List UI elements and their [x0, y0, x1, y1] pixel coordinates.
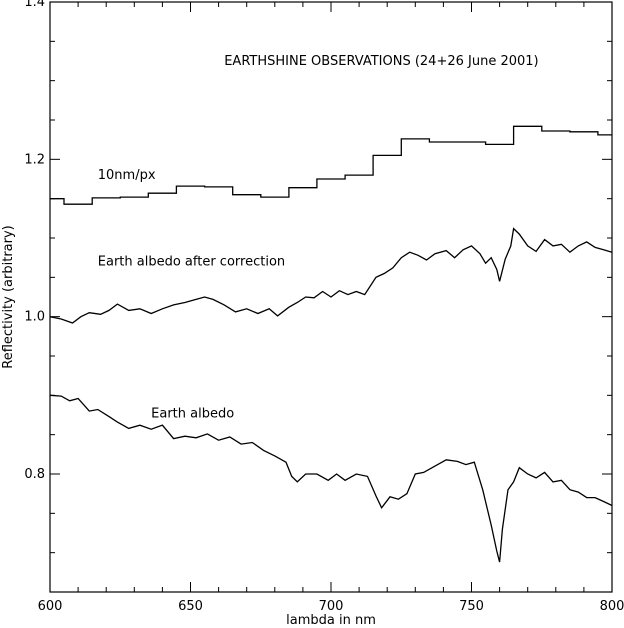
- annotation-1: 10nm/px: [98, 168, 156, 183]
- y-tick-label: 1.4: [24, 0, 45, 10]
- x-axis-label: lambda in nm: [286, 613, 376, 628]
- annotations: EARTHSHINE OBSERVATIONS (24+26 June 2001…: [98, 54, 539, 421]
- x-tick-label: 750: [459, 599, 484, 614]
- y-tick-label: 1.2: [24, 152, 45, 167]
- y-axis-label: Reflectivity (arbitrary): [1, 225, 16, 368]
- annotation-3: Earth albedo: [151, 406, 234, 421]
- x-tick-label: 600: [38, 599, 63, 614]
- ticks: [49, 1, 613, 593]
- y-tick-label: 0.8: [24, 467, 45, 482]
- x-tick-label: 700: [319, 599, 344, 614]
- series-line-earth-albedo: [49, 394, 613, 563]
- series-line-earth-albedo-after-correction: [49, 227, 613, 324]
- annotation-2: Earth albedo after correction: [98, 255, 285, 270]
- tick-labels: 600 650 700 750 800 0.8 1.0 1.2 1.4: [24, 0, 624, 614]
- series-line-10nm-px: [50, 125, 612, 205]
- y-tick-label: 1.0: [24, 310, 45, 325]
- annotation-0: EARTHSHINE OBSERVATIONS (24+26 June 2001…: [224, 54, 538, 69]
- x-tick-label: 650: [178, 599, 203, 614]
- x-tick-label: 800: [600, 599, 624, 614]
- series-layer: [49, 125, 613, 563]
